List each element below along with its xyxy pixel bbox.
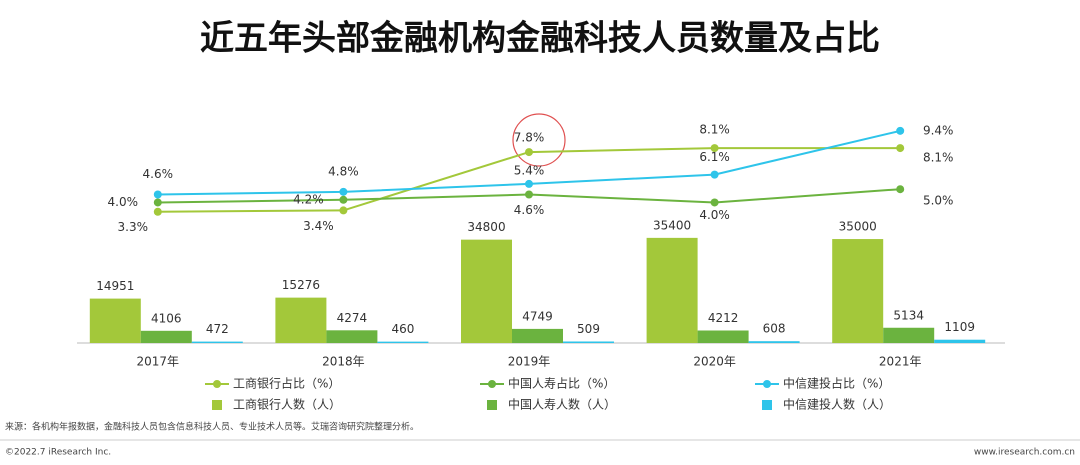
line-point xyxy=(710,170,719,179)
bar-value-label: 1109 xyxy=(944,320,975,334)
line-point xyxy=(339,187,348,196)
legend-marker xyxy=(213,380,221,388)
line-point xyxy=(339,195,348,204)
line-value-label: 4.6% xyxy=(514,203,545,217)
line-value-label: 4.8% xyxy=(328,164,359,178)
legend-label: 中信建投占比（%） xyxy=(783,376,890,391)
bar xyxy=(461,239,512,343)
bar xyxy=(883,327,935,343)
line-point xyxy=(153,198,162,207)
bar-value-label: 509 xyxy=(577,322,600,336)
line-point xyxy=(525,148,533,157)
bar xyxy=(748,341,800,343)
bar xyxy=(377,341,429,343)
chart-title: 近五年头部金融机构金融科技人员数量及占比 xyxy=(200,19,880,59)
legend-label: 工商银行人数（人） xyxy=(233,397,341,412)
line-value-label: 6.1% xyxy=(699,150,730,164)
bar xyxy=(832,239,884,343)
line-value-label: 9.4% xyxy=(923,123,954,137)
line-value-label: 8.1% xyxy=(699,123,730,137)
bar xyxy=(934,339,986,343)
line-value-label: 4.6% xyxy=(143,167,174,181)
legend-label: 工商银行占比（%） xyxy=(233,376,340,391)
line-value-label: 5.0% xyxy=(923,194,954,208)
bar xyxy=(140,330,192,343)
line-point xyxy=(525,190,533,199)
source-note: 来源：各机构年报数据，金融科技人员包含信息科技人员、专业技术人员等。艾瑞咨询研究… xyxy=(5,421,419,433)
highlight-circle xyxy=(512,113,566,167)
legend-swatch xyxy=(212,400,222,410)
bar xyxy=(326,330,378,343)
copyright: ©2022.7 iResearch Inc. xyxy=(5,448,111,458)
bar xyxy=(275,297,327,343)
bar xyxy=(89,298,141,343)
bar-value-label: 460 xyxy=(391,322,414,336)
x-tick-label: 2021年 xyxy=(879,355,922,369)
line-point xyxy=(153,190,162,199)
line-point xyxy=(710,198,719,207)
bar-value-label: 4212 xyxy=(708,311,739,325)
line-point xyxy=(339,206,348,215)
bar xyxy=(191,341,243,343)
bar-value-label: 35400 xyxy=(653,218,691,232)
bar-value-label: 4106 xyxy=(151,311,182,325)
bar-value-label: 35000 xyxy=(839,220,877,234)
line-point xyxy=(525,179,533,188)
line-point xyxy=(710,144,719,153)
x-tick-label: 2019年 xyxy=(508,355,551,369)
line-value-label: 3.3% xyxy=(118,220,149,234)
bar xyxy=(563,341,614,343)
line-point xyxy=(153,207,162,216)
line-value-label: 8.1% xyxy=(923,151,954,165)
bar-value-label: 14951 xyxy=(96,279,134,293)
bar xyxy=(697,330,749,343)
legend-label: 中信建投人数（人） xyxy=(783,397,891,412)
bar-value-label: 5134 xyxy=(893,308,924,322)
line-value-label: 4.0% xyxy=(699,208,730,222)
x-tick-label: 2020年 xyxy=(693,355,736,369)
legend-label: 中国人寿占比（%） xyxy=(508,376,615,391)
line-point xyxy=(896,126,905,135)
website: www.iresearch.com.cn xyxy=(974,448,1075,458)
bar-value-label: 608 xyxy=(763,322,786,336)
legend-marker xyxy=(763,380,771,388)
legend-label: 中国人寿人数（人） xyxy=(508,397,616,412)
x-tick-label: 2017年 xyxy=(137,355,180,369)
bar-value-label: 34800 xyxy=(467,220,505,234)
line-value-label: 4.2% xyxy=(293,192,324,206)
x-tick-label: 2018年 xyxy=(322,355,365,369)
bar xyxy=(646,237,698,343)
line-value-label: 5.4% xyxy=(514,163,545,177)
line-value-label: 3.4% xyxy=(303,219,334,233)
line-point xyxy=(896,185,905,194)
bar xyxy=(512,328,563,343)
bar-value-label: 4274 xyxy=(337,311,368,325)
line-point xyxy=(896,144,905,153)
line-value-label: 4.0% xyxy=(108,195,139,209)
bar-value-label: 15276 xyxy=(282,278,320,292)
bar-value-label: 472 xyxy=(206,322,229,336)
legend-swatch xyxy=(762,400,772,410)
bar-value-label: 4749 xyxy=(522,309,553,323)
legend-swatch xyxy=(487,400,497,410)
legend-marker xyxy=(488,380,496,388)
line-value-label: 7.8% xyxy=(514,131,545,145)
